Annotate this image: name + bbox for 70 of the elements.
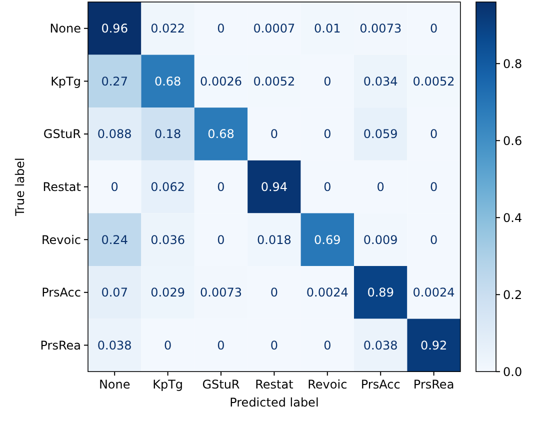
data-label: 0.059 (363, 127, 398, 142)
data-label: 0.062 (150, 180, 185, 194)
data-label: 0 (430, 127, 438, 142)
data-label: 0.0026 (200, 74, 242, 88)
x-tick-label: Restat (255, 378, 294, 392)
y-tick-label: PrsRea (40, 338, 81, 352)
data-label: 0 (430, 232, 438, 247)
data-label: 0.0052 (253, 74, 296, 88)
data-label: 0 (217, 338, 225, 352)
data-label: 0.18 (154, 127, 182, 142)
x-axis-title: Predicted label (230, 396, 319, 410)
y-tick-label: KpTg (50, 74, 81, 88)
data-label: 0.029 (150, 286, 185, 300)
color-bar-label: 0.0 (503, 364, 522, 379)
x-tick-label: PrsAcc (360, 378, 400, 392)
data-label: 0.68 (154, 74, 182, 88)
x-tick-label: GStuR (202, 378, 240, 392)
data-label: 0 (430, 22, 438, 36)
color-bar-label: 0.6 (503, 134, 522, 148)
y-tick-label: GStuR (43, 127, 81, 142)
data-label: 0.01 (314, 22, 341, 36)
data-label: 0 (324, 338, 332, 352)
data-label: 0.0073 (360, 22, 402, 36)
data-label: 0.022 (150, 22, 185, 36)
color-bar-label: 0.8 (503, 56, 522, 71)
y-tick-label: None (50, 22, 81, 36)
color-bar-label: 0.2 (503, 288, 522, 302)
data-label: 0.0052 (412, 74, 455, 88)
data-label: 0 (217, 22, 225, 36)
y-tick-label: Restat (42, 180, 82, 194)
data-label: 0 (324, 74, 332, 88)
data-label: 0.0024 (306, 286, 348, 300)
x-tick-label: None (98, 378, 130, 392)
data-label: 0.07 (101, 286, 128, 300)
data-label: 0.0024 (412, 286, 455, 300)
data-label: 0 (324, 127, 332, 142)
data-label: 0.69 (314, 232, 341, 247)
data-label: 0.94 (260, 180, 288, 194)
data-label: 0.088 (97, 127, 132, 142)
data-label: 0 (270, 286, 278, 300)
x-tick-label: PrsRea (413, 378, 454, 392)
data-label: 0.0007 (253, 22, 296, 36)
data-label: 0 (217, 232, 225, 247)
data-label: 0.68 (208, 127, 234, 142)
data-label: 0 (430, 180, 438, 194)
data-label: 0.036 (150, 232, 185, 247)
y-tick-label: PrsAcc (42, 286, 81, 300)
color-bar-label: 0.4 (503, 210, 522, 225)
data-label: 0.96 (101, 22, 128, 36)
data-label: 0.27 (101, 74, 128, 88)
data-label: 0 (376, 180, 384, 194)
data-label: 0.034 (363, 74, 398, 88)
data-label: 0 (217, 180, 225, 194)
data-label: 0 (324, 180, 332, 194)
data-label: 0.0073 (200, 286, 242, 300)
data-label: 0.92 (420, 338, 448, 352)
data-label: 0.018 (257, 232, 292, 247)
y-axis-title: True label (13, 158, 27, 217)
data-label: 0 (270, 127, 278, 142)
x-tick-label: Revoic (308, 378, 348, 392)
data-label: 0 (164, 338, 172, 352)
data-label: 0.038 (363, 338, 398, 352)
data-label: 0.24 (101, 232, 128, 247)
y-tick-label: Revoic (41, 232, 81, 247)
x-tick-label: KpTg (152, 378, 184, 392)
data-label: 0 (270, 338, 278, 352)
data-label: 0.038 (97, 338, 132, 352)
data-label: 0.009 (363, 232, 398, 247)
data-label: 0.89 (367, 286, 394, 300)
data-label: 0 (110, 180, 118, 194)
